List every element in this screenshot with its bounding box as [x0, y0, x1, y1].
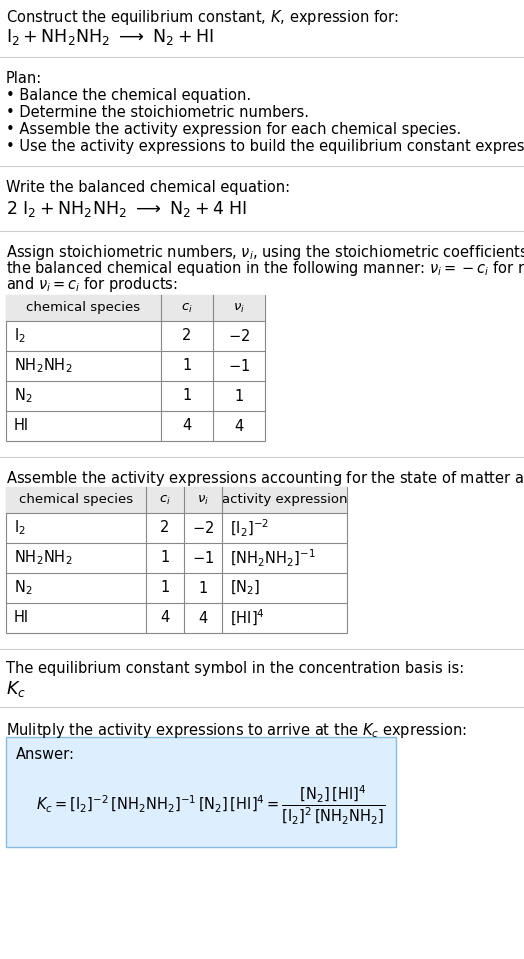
Text: the balanced chemical equation in the following manner: $\nu_i = -c_i$ for react: the balanced chemical equation in the fo… [6, 259, 524, 278]
Text: $4$: $4$ [234, 418, 244, 434]
Text: 4: 4 [160, 611, 170, 625]
Text: 2: 2 [182, 329, 192, 343]
Bar [6, 487, 347, 513]
Text: $1$: $1$ [198, 580, 208, 596]
Text: $[\mathrm{HI}]^4$: $[\mathrm{HI}]^4$ [230, 608, 265, 628]
Text: 4: 4 [182, 418, 192, 433]
Text: • Assemble the activity expression for each chemical species.: • Assemble the activity expression for e… [6, 122, 461, 137]
Text: • Use the activity expressions to build the equilibrium constant expression.: • Use the activity expressions to build … [6, 139, 524, 154]
Text: $\mathrm{I_2}$: $\mathrm{I_2}$ [14, 519, 26, 537]
Text: • Determine the stoichiometric numbers.: • Determine the stoichiometric numbers. [6, 105, 309, 120]
Bar [6, 295, 265, 321]
Text: $\mathrm{2\ I_2 + NH_2NH_2 \ {\longrightarrow}\ N_2 + 4\ HI}$: $\mathrm{2\ I_2 + NH_2NH_2 \ {\longright… [6, 199, 247, 219]
Text: Assign stoichiometric numbers, $\nu_i$, using the stoichiometric coefficients, $: Assign stoichiometric numbers, $\nu_i$, … [6, 243, 524, 262]
Text: $\mathrm{N_2}$: $\mathrm{N_2}$ [14, 386, 32, 406]
Text: HI: HI [14, 611, 29, 625]
Text: $-2$: $-2$ [228, 328, 250, 344]
Text: $-2$: $-2$ [192, 520, 214, 536]
Bar [6, 487, 347, 633]
Text: Write the balanced chemical equation:: Write the balanced chemical equation: [6, 180, 290, 195]
Text: $\mathrm{NH_2NH_2}$: $\mathrm{NH_2NH_2}$ [14, 357, 72, 375]
Text: 2: 2 [160, 521, 170, 535]
Text: chemical species: chemical species [19, 494, 133, 506]
Text: and $\nu_i = c_i$ for products:: and $\nu_i = c_i$ for products: [6, 275, 178, 294]
Text: $K_c = [\mathrm{I_2}]^{-2}\,[\mathrm{NH_2NH_2}]^{-1}\,[\mathrm{N_2}]\,[\mathrm{H: $K_c = [\mathrm{I_2}]^{-2}\,[\mathrm{NH_… [36, 784, 386, 827]
Text: $-1$: $-1$ [228, 358, 250, 374]
Text: $K_c$: $K_c$ [6, 679, 26, 699]
Text: $\mathrm{I_2}$: $\mathrm{I_2}$ [14, 327, 26, 345]
Text: Answer:: Answer: [16, 747, 75, 762]
Text: 1: 1 [160, 580, 170, 596]
Text: $\mathrm{NH_2NH_2}$: $\mathrm{NH_2NH_2}$ [14, 549, 72, 568]
Text: 1: 1 [182, 388, 192, 404]
Text: 1: 1 [160, 550, 170, 566]
Bar [6, 295, 265, 441]
Text: Assemble the activity expressions accounting for the state of matter and $\nu_i$: Assemble the activity expressions accoun… [6, 469, 524, 488]
Text: The equilibrium constant symbol in the concentration basis is:: The equilibrium constant symbol in the c… [6, 661, 464, 676]
Text: $-1$: $-1$ [192, 550, 214, 566]
Text: $1$: $1$ [234, 388, 244, 404]
Text: Mulitply the activity expressions to arrive at the $K_c$ expression:: Mulitply the activity expressions to arr… [6, 721, 467, 740]
Text: activity expression: activity expression [222, 494, 347, 506]
Text: chemical species: chemical species [26, 301, 140, 315]
Text: 1: 1 [182, 359, 192, 373]
Text: $4$: $4$ [198, 610, 208, 626]
Text: $\nu_i$: $\nu_i$ [197, 494, 209, 506]
Text: Plan:: Plan: [6, 71, 42, 86]
Bar [6, 737, 396, 847]
Text: $\mathrm{N_2}$: $\mathrm{N_2}$ [14, 578, 32, 597]
Text: $[\mathrm{I_2}]^{-2}$: $[\mathrm{I_2}]^{-2}$ [230, 518, 269, 539]
Text: $\nu_i$: $\nu_i$ [233, 301, 245, 315]
Text: • Balance the chemical equation.: • Balance the chemical equation. [6, 88, 251, 103]
Text: $[\mathrm{NH_2NH_2}]^{-1}$: $[\mathrm{NH_2NH_2}]^{-1}$ [230, 548, 316, 569]
Text: $[\mathrm{N_2}]$: $[\mathrm{N_2}]$ [230, 579, 260, 597]
Text: $\mathrm{I_2 + NH_2NH_2 \ {\longrightarrow}\ N_2 + HI}$: $\mathrm{I_2 + NH_2NH_2 \ {\longrightarr… [6, 27, 214, 47]
Text: $c_i$: $c_i$ [159, 494, 171, 506]
Text: HI: HI [14, 418, 29, 433]
Text: $c_i$: $c_i$ [181, 301, 193, 315]
Text: Construct the equilibrium constant, $K$, expression for:: Construct the equilibrium constant, $K$,… [6, 8, 399, 27]
